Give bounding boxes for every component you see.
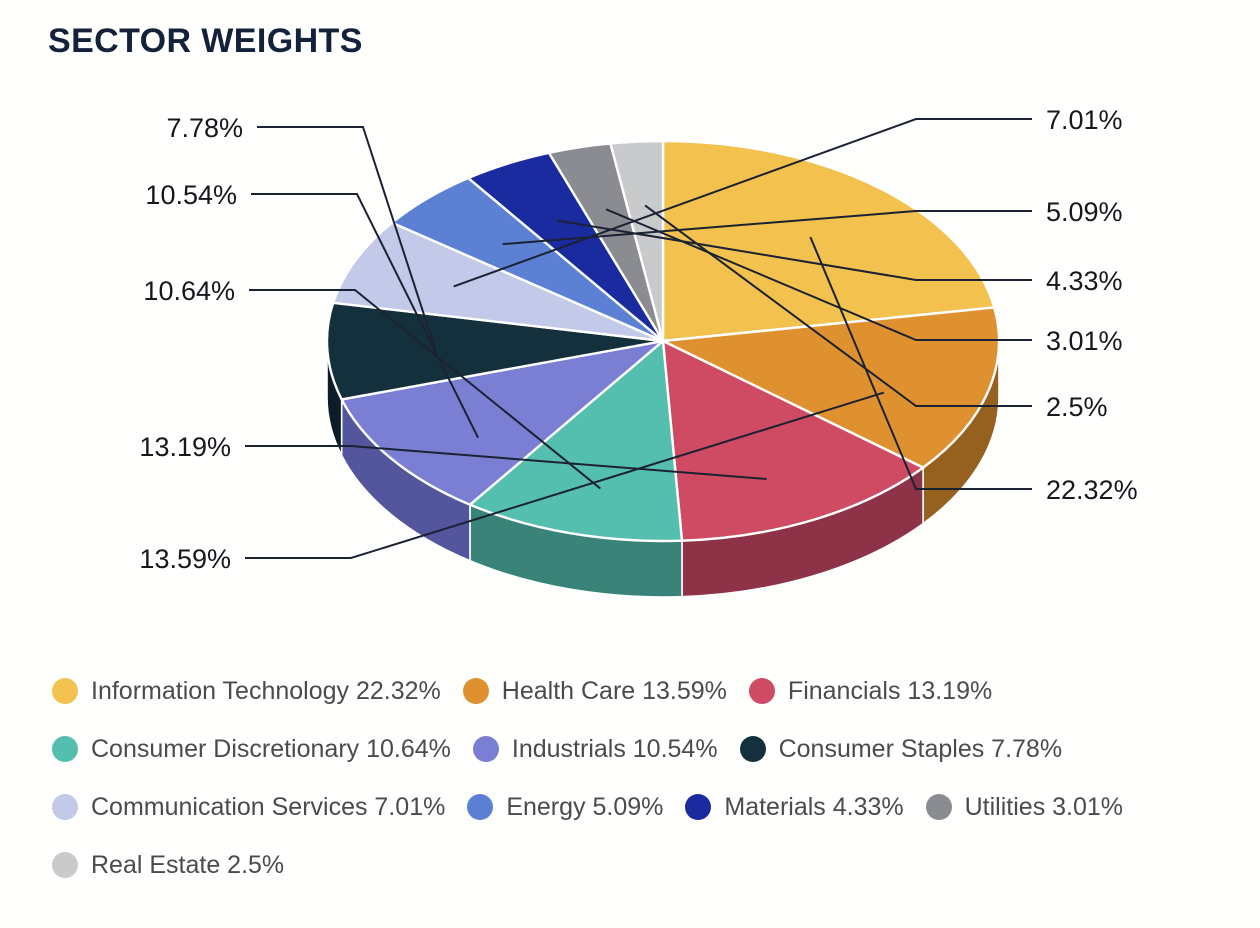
leader-line-consumer-staples <box>257 126 436 349</box>
value-label-materials: 4.33% <box>1046 266 1123 296</box>
legend-swatch-health-care <box>462 678 489 704</box>
pie-slice-information-technology[interactable]: Information Technology 22.32% <box>661 139 996 343</box>
legend-item-industrials[interactable]: Industrials 10.54% <box>472 734 718 763</box>
pie-slice-industrials[interactable]: Industrials 10.54% <box>339 339 668 507</box>
page-title: SECTOR WEIGHTS <box>48 22 363 60</box>
legend-label-materials: Materials 4.33% <box>724 792 904 821</box>
legend-label-communication-services: Communication Services 7.01% <box>91 792 446 821</box>
leader-line-information-technology <box>809 236 1032 490</box>
chart-legend: Information Technology 22.32% Health Care… <box>52 662 1242 894</box>
value-label-consumer-staples: 7.78% <box>166 113 243 143</box>
value-label-communication-services: 7.01% <box>1046 105 1123 135</box>
legend-item-consumer-discretionary[interactable]: Consumer Discretionary 10.64% <box>52 736 451 762</box>
value-label-financials: 13.19% <box>139 432 231 462</box>
legend-label-industrials: Industrials 10.54% <box>511 734 718 763</box>
leader-line-communication-services <box>453 118 1032 288</box>
legend-label-energy: Energy 5.09% <box>506 792 664 821</box>
legend-item-real-estate[interactable]: Real Estate 2.5% <box>52 852 284 878</box>
leader-line-real-estate <box>644 204 1032 407</box>
legend-item-health-care[interactable]: Health Care 13.59% <box>462 676 727 705</box>
legend-label-financials: Financials 13.19% <box>787 676 993 705</box>
legend-swatch-energy <box>467 794 494 820</box>
pie-slice-financials[interactable]: Financials 13.19% <box>661 338 926 542</box>
leader-line-energy <box>502 210 1032 246</box>
pie-chart-svg: Information Technology 22.32%Health Care… <box>139 105 1138 598</box>
value-label-consumer-discretionary: 10.64% <box>143 276 235 306</box>
legend-item-utilities[interactable]: Utilities 3.01% <box>925 792 1124 821</box>
legend-label-information-technology: Information Technology 22.32% <box>91 676 441 705</box>
pie-slice-consumer-staples[interactable]: Consumer Staples 7.78% <box>325 301 664 401</box>
legend-swatch-utilities <box>925 794 952 820</box>
legend-row: Information Technology 22.32% Health Care… <box>52 662 1242 720</box>
legend-label-consumer-discretionary: Consumer Discretionary 10.64% <box>91 734 451 763</box>
legend-item-information-technology[interactable]: Information Technology 22.32% <box>52 678 441 704</box>
pie-3d-sides <box>326 340 1000 598</box>
legend-item-energy[interactable]: Energy 5.09% <box>467 794 663 820</box>
legend-row: Real Estate 2.5% <box>52 836 1242 894</box>
legend-label-utilities: Utilities 3.01% <box>964 792 1124 821</box>
value-label-information-technology: 22.32% <box>1046 475 1138 505</box>
callout-value-labels: 7.78% 10.54% 10.64% 13.19% 13.59% 7.01% 5.09% 4… <box>139 105 1137 574</box>
legend-item-financials[interactable]: Financials 13.19% <box>748 676 993 705</box>
legend-label-consumer-staples: Consumer Staples 7.78% <box>778 734 1063 763</box>
legend-swatch-consumer-staples <box>739 736 766 762</box>
legend-swatch-industrials <box>472 736 499 762</box>
legend-row: Communication Services 7.01% Energy 5.09%… <box>52 778 1242 836</box>
pie-slices: Information Technology 22.32%Health Care… <box>325 139 1001 543</box>
legend-label-health-care: Health Care 13.59% <box>501 676 727 705</box>
leader-line-materials <box>556 219 1032 281</box>
legend-item-materials[interactable]: Materials 4.33% <box>685 792 904 821</box>
legend-item-communication-services[interactable]: Communication Services 7.01% <box>52 794 445 820</box>
value-label-utilities: 3.01% <box>1046 326 1123 356</box>
value-label-energy: 5.09% <box>1046 197 1123 227</box>
leader-line-financials <box>245 445 767 480</box>
legend-swatch-materials <box>685 794 712 820</box>
legend-swatch-financials <box>748 678 775 704</box>
legend-swatch-communication-services <box>52 794 78 820</box>
callout-leader-lines <box>245 118 1032 559</box>
leader-line-consumer-discretionary <box>249 289 601 490</box>
pie-slice-consumer-discretionary[interactable]: Consumer Discretionary 10.64% <box>467 338 684 543</box>
value-label-real-estate: 2.5% <box>1046 392 1108 422</box>
pie-chart-container: Information Technology 22.32%Health Care… <box>0 86 1260 646</box>
legend-item-consumer-staples[interactable]: Consumer Staples 7.78% <box>739 734 1063 763</box>
value-label-health-care: 13.59% <box>139 544 231 574</box>
legend-label-real-estate: Real Estate 2.5% <box>91 850 285 879</box>
legend-swatch-real-estate <box>52 852 78 878</box>
pie-slice-health-care[interactable]: Health Care 13.59% <box>658 306 1001 470</box>
legend-row: Consumer Discretionary 10.64% Industrials… <box>52 720 1242 778</box>
legend-swatch-information-technology <box>52 678 78 704</box>
pie-slice-real-estate[interactable]: Real Estate 2.5% <box>608 139 665 342</box>
legend-swatch-consumer-discretionary <box>52 736 78 762</box>
value-label-industrials: 10.54% <box>145 180 237 210</box>
leader-line-health-care <box>245 391 885 559</box>
